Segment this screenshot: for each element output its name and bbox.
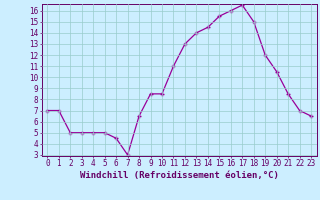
X-axis label: Windchill (Refroidissement éolien,°C): Windchill (Refroidissement éolien,°C) bbox=[80, 171, 279, 180]
